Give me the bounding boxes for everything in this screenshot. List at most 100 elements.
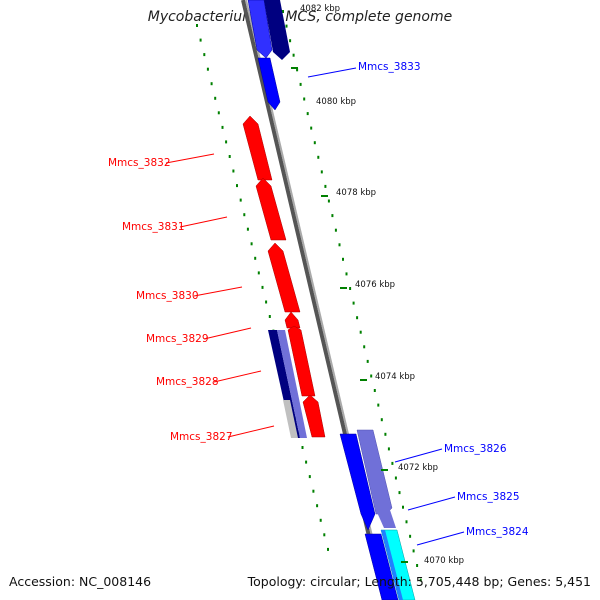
tick-dot	[323, 533, 326, 537]
top-forward-genes	[247, 0, 290, 111]
tick-dot	[217, 111, 220, 115]
tick-dot	[359, 330, 362, 334]
tick-dot	[363, 345, 366, 349]
tick-dot	[366, 359, 369, 363]
tick-dot	[289, 39, 292, 43]
tick-dot	[228, 155, 231, 158]
gene-Mmcs_3826[interactable]	[339, 433, 376, 531]
gene-label[interactable]: Mmcs_3829	[146, 333, 209, 345]
tick-dot	[225, 140, 228, 144]
gene-Mmcs_3833[interactable]	[257, 57, 281, 111]
leader-line	[407, 496, 456, 511]
reverse-gene-labels: Mmcs_3832 Mmcs_3831 Mmcs_3830 Mmcs_3829 …	[108, 153, 275, 443]
gene-label[interactable]: Mmcs_3832	[108, 157, 171, 169]
tick-dot	[416, 564, 419, 567]
tick-dot	[199, 38, 202, 42]
tick-dot	[308, 475, 311, 479]
tick-dot	[380, 418, 383, 422]
tick-dot	[394, 476, 397, 480]
tick-dot	[324, 184, 327, 188]
inner-gene-light[interactable]	[277, 330, 307, 438]
map-title: Mycobacterium sp. MCS, complete genome	[147, 9, 453, 25]
gene-Mmcs_3824-blue[interactable]	[364, 533, 399, 600]
tick-dot	[265, 300, 268, 304]
gene-label[interactable]: Mmcs_3830	[136, 290, 199, 302]
leader-line	[227, 425, 275, 438]
gene-Mmcs_3829[interactable]	[284, 311, 301, 329]
tick-dot	[412, 549, 415, 553]
accession-text: Accession: NC_008146	[9, 574, 152, 589]
tick-dot	[214, 96, 217, 100]
tick-dot	[391, 461, 394, 465]
gene-Mmcs_3830[interactable]	[267, 242, 301, 313]
gene-label[interactable]: Mmcs_3833	[358, 61, 421, 73]
tick-dot	[338, 243, 341, 247]
gene-Mmcs_3827[interactable]	[302, 394, 326, 438]
gene-Mmcs_3831[interactable]	[255, 177, 287, 241]
leader-line	[193, 286, 243, 297]
tick-dot	[334, 228, 337, 232]
tick-dot	[221, 125, 224, 129]
tick-dot	[342, 257, 344, 261]
tick-labels: 4082 kbp 4080 kbp 4078 kbp 4076 kbp 4074…	[291, 4, 464, 566]
tick-dot	[246, 227, 249, 231]
tick-dot	[356, 316, 359, 320]
tick-dot	[254, 256, 257, 260]
tick-label: 4082 kbp	[300, 4, 340, 14]
tick-dot	[398, 491, 401, 495]
tick-dot	[301, 446, 304, 449]
tick-dot	[282, 10, 284, 13]
gene-top-1[interactable]	[247, 0, 273, 59]
leader-line	[416, 531, 465, 546]
tick-label: 4070 kbp	[424, 556, 464, 566]
gene-label[interactable]: Mmcs_3828	[156, 376, 219, 388]
tick-dot	[232, 169, 235, 173]
tick-dot	[373, 389, 376, 392]
tick-dot	[310, 126, 313, 130]
gene-Mmcs_3824-edge[interactable]	[381, 530, 403, 600]
tick-dot	[303, 97, 306, 101]
tick-dot	[313, 141, 316, 145]
tick-dot	[316, 504, 319, 508]
gene-label[interactable]: Mmcs_3827	[170, 431, 233, 443]
leader-line	[179, 216, 228, 228]
inner-gene-grey[interactable]	[283, 400, 298, 438]
genome-summary-text: Topology: circular; Length: 5,705,448 bp…	[247, 574, 591, 589]
gene-Mmcs_3825-tail[interactable]	[376, 510, 396, 528]
tick-dot	[419, 578, 422, 582]
leader-line	[307, 67, 357, 78]
gene-Mmcs_3832[interactable]	[242, 115, 273, 181]
leader-line	[394, 448, 443, 463]
tick-dot	[239, 198, 242, 202]
tick-dot	[305, 460, 308, 464]
tick-dot	[370, 374, 373, 378]
tick-dot	[243, 213, 246, 217]
tick-dot	[312, 489, 315, 493]
tick-dot	[331, 214, 334, 218]
gene-label[interactable]: Mmcs_3831	[122, 221, 185, 233]
tick-dot	[345, 272, 348, 276]
leader-line	[165, 153, 215, 164]
tick-dot	[261, 285, 264, 289]
tick-dot	[409, 534, 412, 538]
inner-blue-genes	[268, 330, 307, 438]
tick-dot	[206, 67, 209, 71]
tick-dot	[320, 170, 323, 174]
tick-dot	[236, 184, 238, 188]
tick-dot	[402, 505, 404, 509]
gene-Mmcs_3828[interactable]	[287, 325, 316, 397]
gene-label[interactable]: Mmcs_3826	[444, 443, 507, 455]
tick-dot	[317, 155, 320, 159]
gene-label[interactable]: Mmcs_3825	[457, 491, 520, 503]
gene-top-2[interactable]	[264, 0, 290, 60]
tick-label: 4072 kbp	[398, 463, 438, 473]
tick-dot	[299, 82, 302, 86]
tick-label: 4078 kbp	[336, 188, 376, 198]
gene-label[interactable]: Mmcs_3824	[466, 526, 529, 538]
reverse-strand-genes	[242, 115, 326, 438]
tick-dot	[250, 242, 253, 246]
tick-dot	[203, 53, 206, 57]
bottom-forward-genes	[339, 429, 416, 600]
tick-dot	[268, 315, 271, 318]
